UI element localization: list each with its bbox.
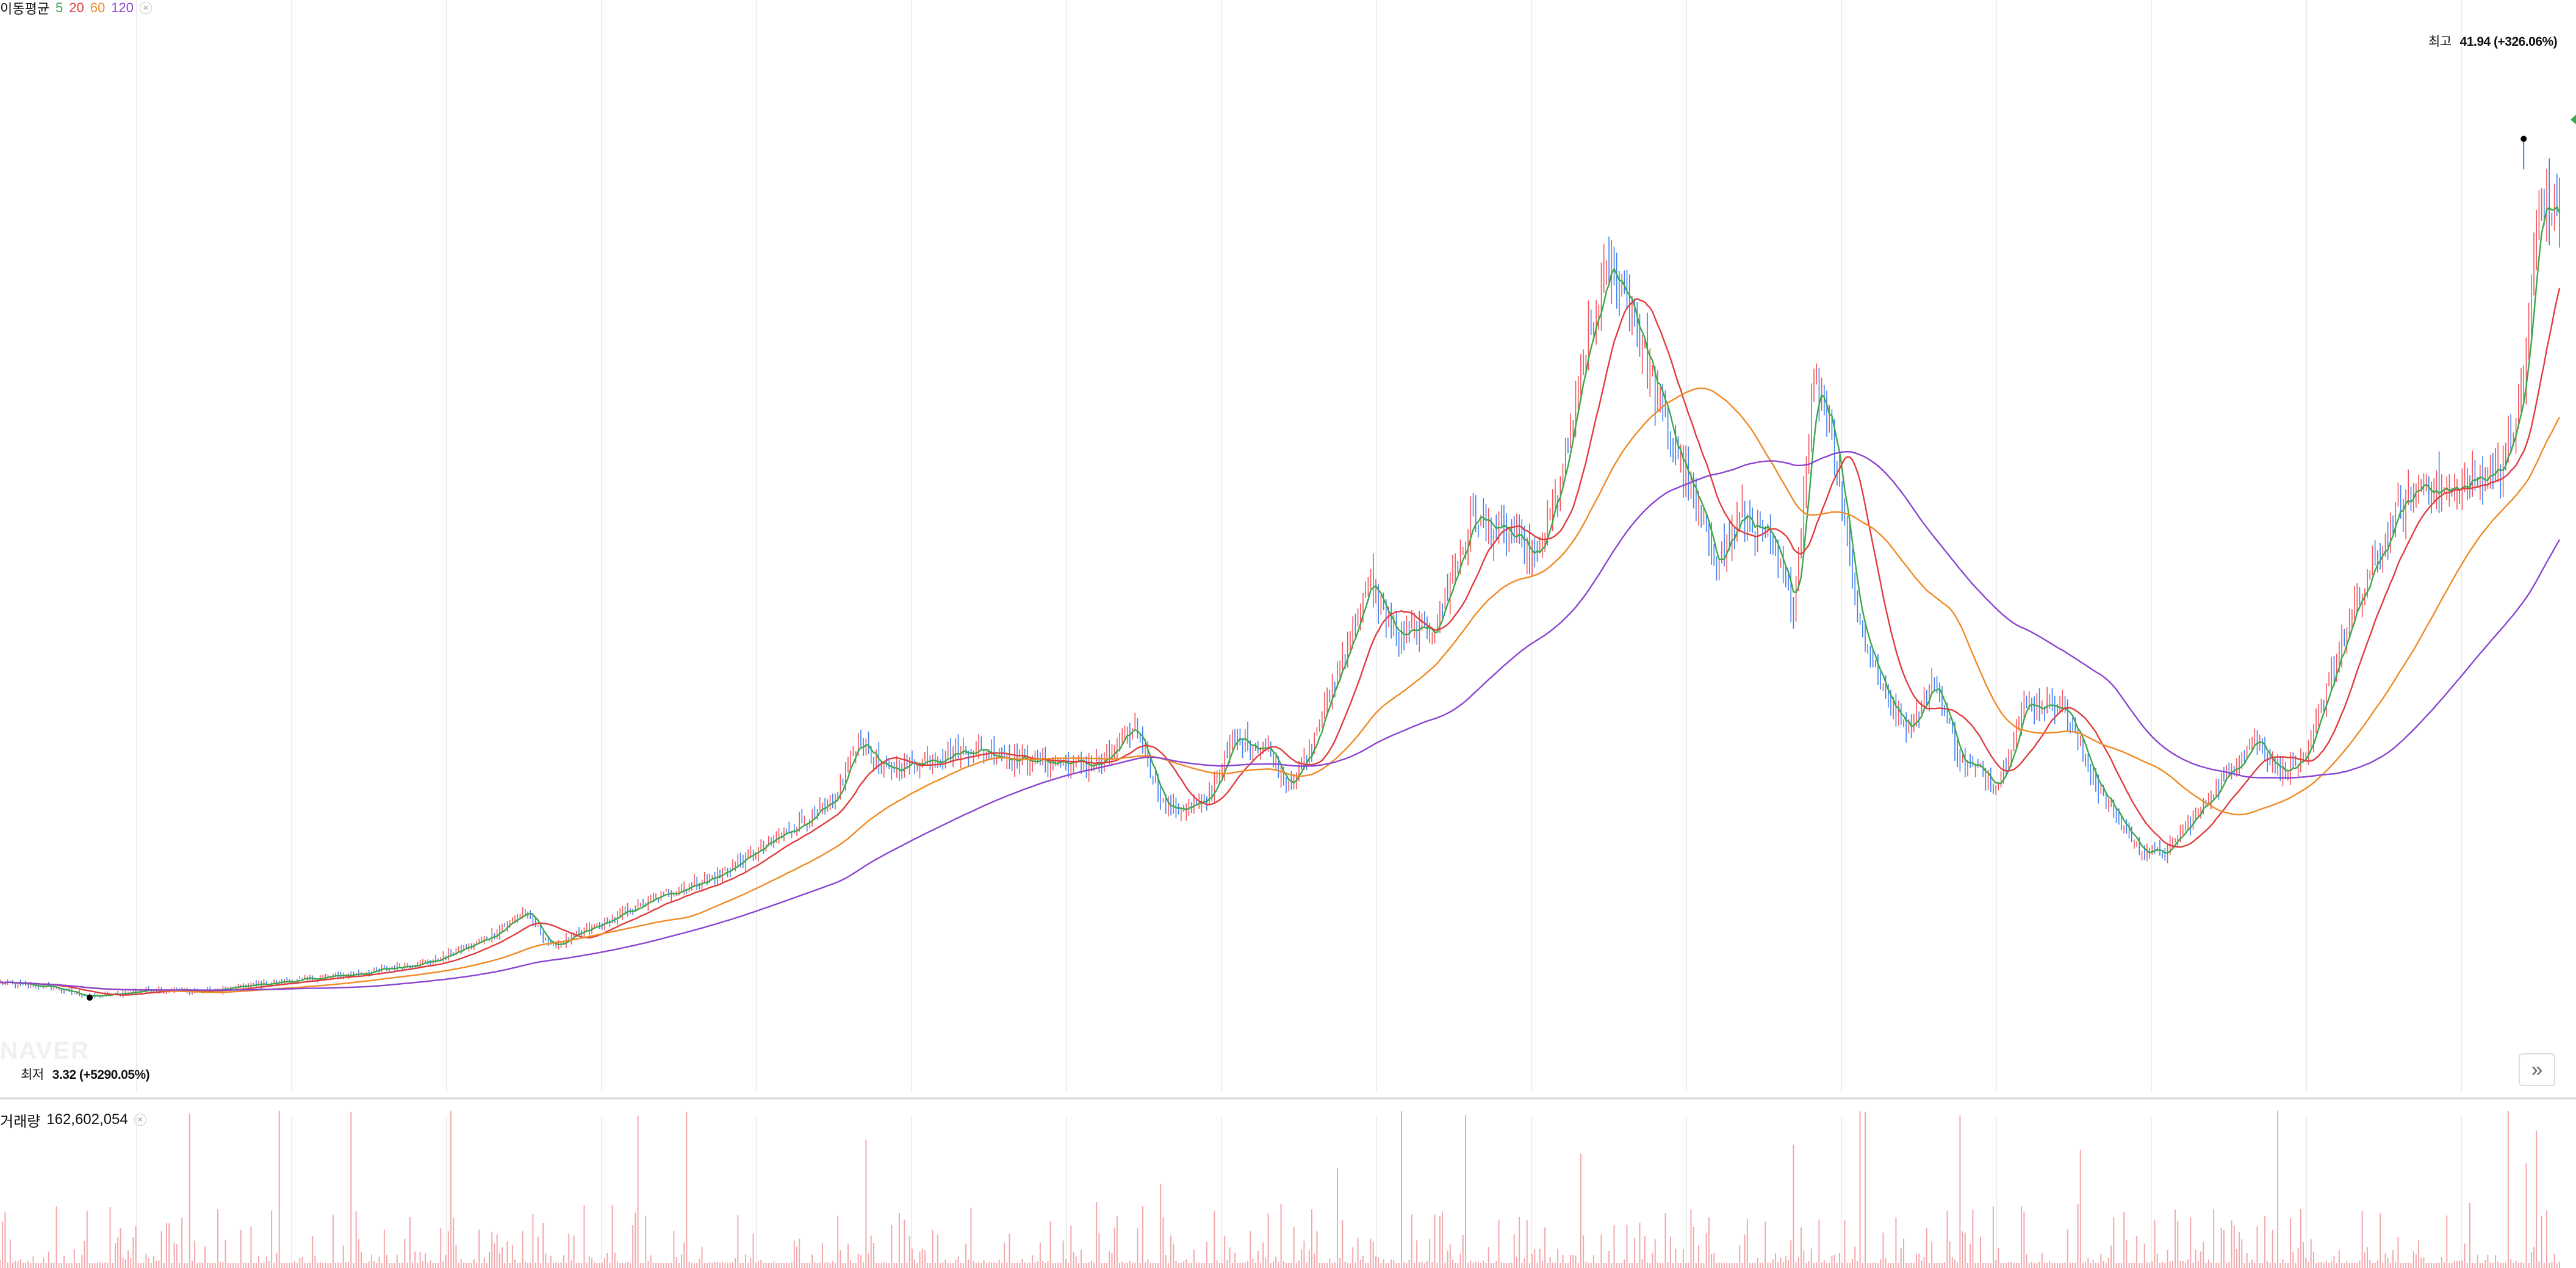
volume-legend-title: 거래량 xyxy=(0,1113,41,1130)
high-marker-label: 최고 41.94 (+326.06%) xyxy=(2428,32,2558,50)
low-marker-label: 최저 3.32 (+5290.05%) xyxy=(21,1065,150,1083)
volume-legend: 거래량 162,602,054 ✕ xyxy=(0,1111,153,1130)
ma-line-5 xyxy=(0,205,2561,997)
ma-legend-20[interactable]: 20 xyxy=(69,0,84,15)
close-icon[interactable]: ✕ xyxy=(134,1114,146,1126)
close-icon[interactable]: ✕ xyxy=(139,2,152,14)
current-price-arrow xyxy=(2571,115,2576,124)
moving-average-legend: 이동평균 5 20 60 120 ✕ xyxy=(0,0,158,16)
ma-line-120 xyxy=(0,450,2561,991)
ma-legend-60[interactable]: 60 xyxy=(90,0,106,15)
ma-legend-title: 이동평균 xyxy=(0,1,49,16)
volume-legend-value: 162,602,054 xyxy=(46,1111,128,1128)
ma-line-20 xyxy=(0,287,2561,996)
high-marker-dot xyxy=(2520,135,2527,142)
high-marker-value: 41.94 (+326.06%) xyxy=(2459,35,2558,49)
ma-legend-5[interactable]: 5 xyxy=(55,0,63,15)
low-marker-value: 3.32 (+5290.05%) xyxy=(52,1068,150,1082)
low-marker-dot xyxy=(86,995,93,1001)
low-marker-tag: 최저 xyxy=(21,1068,44,1082)
high-marker-tag: 최고 xyxy=(2428,35,2452,49)
chart-watermark: NAVER xyxy=(0,1037,90,1064)
ma-line-60 xyxy=(0,387,2561,993)
double-chevron-right-icon: » xyxy=(2531,1057,2543,1081)
ma-legend-120[interactable]: 120 xyxy=(111,0,134,15)
scroll-to-latest-button[interactable]: » xyxy=(2519,1053,2555,1086)
